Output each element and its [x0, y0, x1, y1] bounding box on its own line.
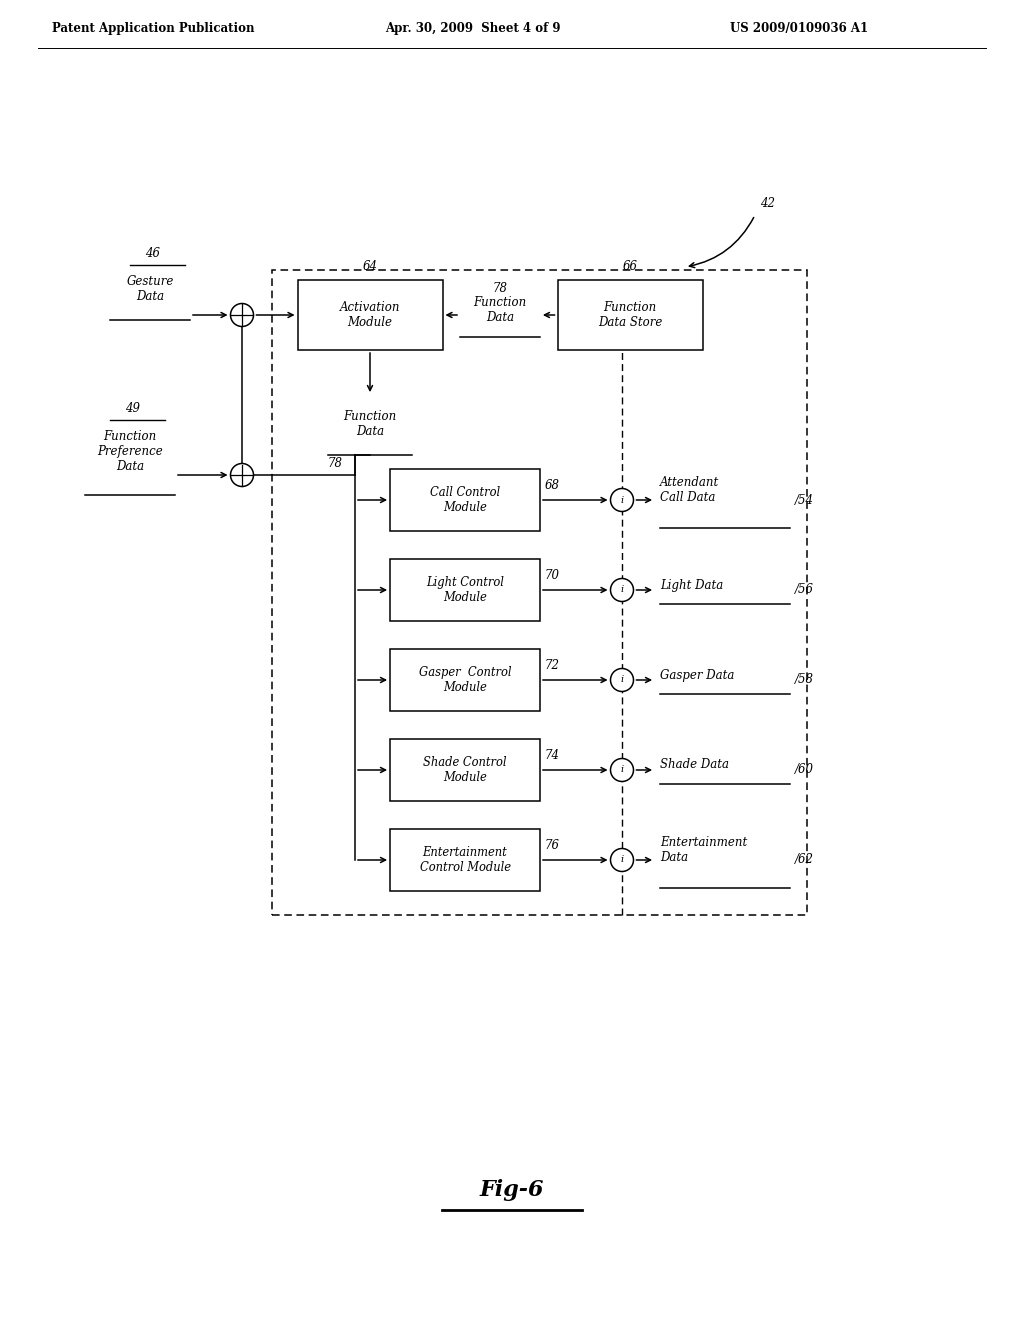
Text: 76: 76 — [545, 840, 560, 851]
Text: /58: /58 — [795, 673, 814, 686]
Text: Function
Data: Function Data — [343, 411, 396, 438]
Text: i: i — [621, 855, 624, 865]
Text: Gesture
Data: Gesture Data — [126, 275, 174, 304]
Text: US 2009/0109036 A1: US 2009/0109036 A1 — [730, 22, 868, 36]
FancyBboxPatch shape — [390, 469, 540, 531]
Circle shape — [230, 304, 254, 326]
Text: Shade Control
Module: Shade Control Module — [423, 756, 507, 784]
Text: 78: 78 — [328, 457, 343, 470]
Text: 49: 49 — [125, 403, 140, 414]
Text: Gasper Data: Gasper Data — [660, 668, 734, 681]
FancyBboxPatch shape — [390, 829, 540, 891]
Text: 70: 70 — [545, 569, 560, 582]
Circle shape — [610, 849, 634, 871]
Text: i: i — [621, 586, 624, 594]
Text: Activation
Module: Activation Module — [340, 301, 400, 329]
Text: /54: /54 — [795, 494, 814, 507]
Text: Fig-6: Fig-6 — [480, 1179, 544, 1201]
Text: /56: /56 — [795, 583, 814, 597]
Text: 68: 68 — [545, 479, 560, 492]
Text: Apr. 30, 2009  Sheet 4 of 9: Apr. 30, 2009 Sheet 4 of 9 — [385, 22, 560, 36]
FancyBboxPatch shape — [390, 739, 540, 801]
Text: Light Data: Light Data — [660, 578, 723, 591]
FancyBboxPatch shape — [557, 280, 702, 350]
Text: Call Control
Module: Call Control Module — [430, 486, 500, 513]
Text: 46: 46 — [145, 247, 160, 260]
Text: Light Control
Module: Light Control Module — [426, 576, 504, 605]
Circle shape — [610, 488, 634, 512]
Text: 64: 64 — [362, 260, 378, 273]
Circle shape — [610, 578, 634, 602]
FancyBboxPatch shape — [390, 558, 540, 620]
Text: 78: 78 — [493, 282, 508, 294]
Text: Function
Data Store: Function Data Store — [598, 301, 663, 329]
Text: Attendant
Call Data: Attendant Call Data — [660, 477, 719, 504]
Text: Function
Data: Function Data — [473, 296, 526, 323]
FancyBboxPatch shape — [298, 280, 442, 350]
Text: /62: /62 — [795, 854, 814, 866]
Text: Patent Application Publication: Patent Application Publication — [52, 22, 255, 36]
Text: Entertainment
Control Module: Entertainment Control Module — [420, 846, 511, 874]
FancyBboxPatch shape — [390, 649, 540, 711]
Text: /60: /60 — [795, 763, 814, 776]
Text: 72: 72 — [545, 659, 560, 672]
Circle shape — [610, 759, 634, 781]
Circle shape — [230, 463, 254, 487]
Circle shape — [610, 668, 634, 692]
Text: 74: 74 — [545, 748, 560, 762]
Text: i: i — [621, 766, 624, 775]
Text: Shade Data: Shade Data — [660, 759, 729, 771]
Text: 66: 66 — [623, 260, 638, 273]
Text: Gasper  Control
Module: Gasper Control Module — [419, 667, 511, 694]
Text: i: i — [621, 676, 624, 685]
Text: Entertainment
Data: Entertainment Data — [660, 836, 748, 865]
Text: i: i — [621, 495, 624, 504]
Text: 42: 42 — [760, 197, 775, 210]
Text: Function
Preference
Data: Function Preference Data — [97, 430, 163, 473]
